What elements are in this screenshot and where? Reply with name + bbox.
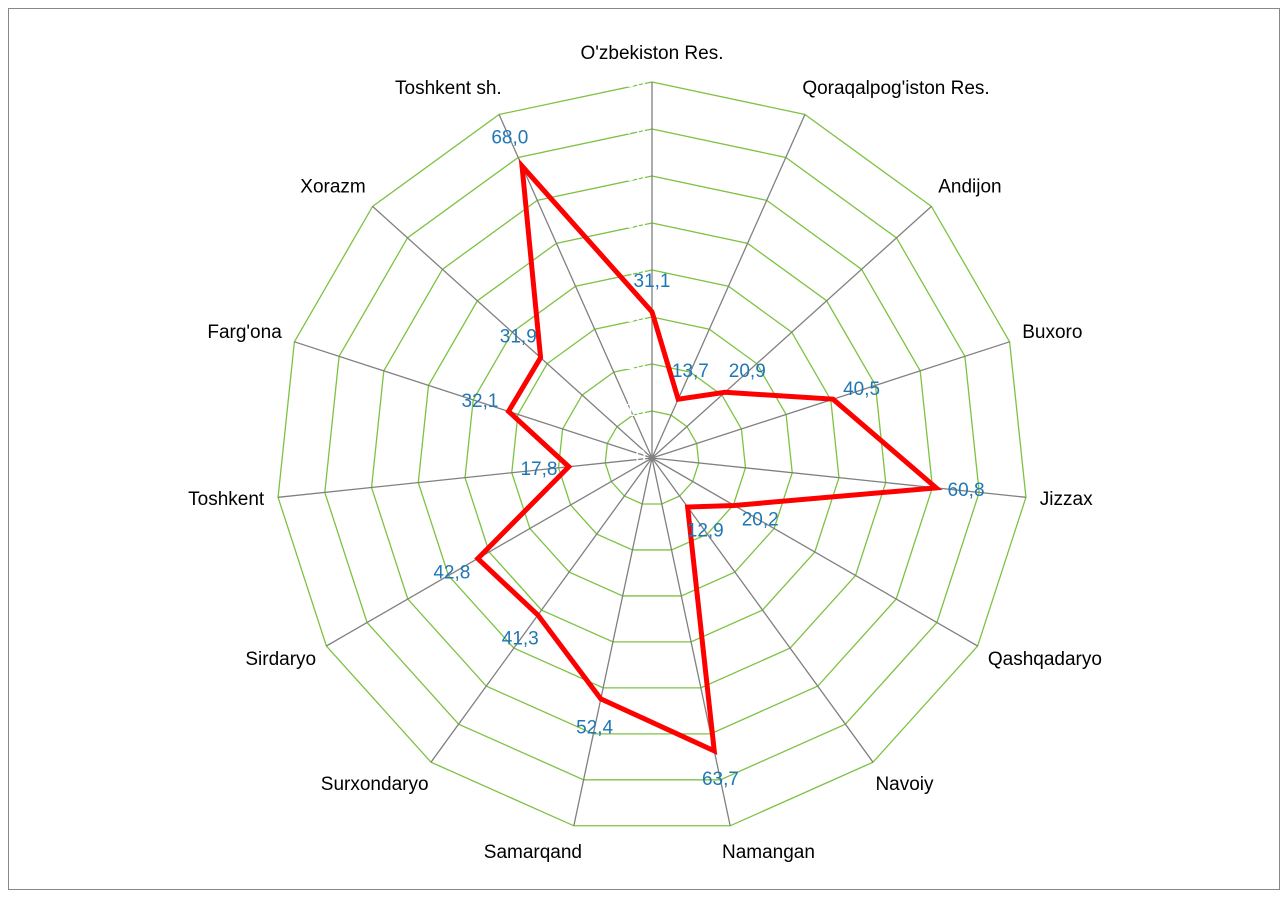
category-label: Toshkent sh. bbox=[395, 78, 502, 99]
spoke bbox=[326, 457, 653, 647]
category-label: Qoraqalpog'iston Res. bbox=[802, 78, 989, 99]
spoke bbox=[651, 457, 978, 647]
spoke bbox=[651, 205, 932, 459]
y-tick-label: 30 bbox=[625, 306, 646, 327]
data-label: 42,8 bbox=[433, 563, 470, 584]
data-label: 32,1 bbox=[461, 391, 498, 412]
category-label: Jizzax bbox=[1040, 489, 1093, 510]
category-label: Surxondaryo bbox=[321, 774, 429, 795]
category-label: O'zbekiston Res. bbox=[580, 43, 723, 64]
grid-ring bbox=[277, 81, 1027, 827]
category-label: Samarqand bbox=[484, 842, 582, 863]
spoke bbox=[294, 341, 653, 459]
grid-ring bbox=[464, 269, 840, 643]
grid-ring bbox=[370, 175, 934, 735]
category-label: Andijon bbox=[938, 177, 1001, 198]
data-label: 17,8 bbox=[520, 459, 557, 480]
grid-ring bbox=[511, 316, 793, 597]
spoke bbox=[651, 457, 1027, 498]
category-label: Navoiy bbox=[875, 774, 934, 795]
spoke bbox=[277, 457, 653, 498]
category-label: Xorazm bbox=[300, 177, 365, 198]
spoke bbox=[651, 457, 731, 826]
data-label: 52,4 bbox=[576, 717, 613, 738]
y-tick-label: 80 bbox=[625, 71, 646, 92]
y-tick-label: 70 bbox=[625, 118, 646, 139]
y-tick-label: 50 bbox=[625, 212, 646, 233]
category-label: Farg'ona bbox=[207, 322, 282, 343]
y-tick-label: 40 bbox=[625, 259, 646, 280]
data-label: 68,0 bbox=[491, 128, 528, 149]
data-label: 63,7 bbox=[702, 769, 739, 790]
spoke bbox=[372, 205, 653, 459]
data-label: 31,9 bbox=[500, 327, 537, 348]
category-label: Toshkent bbox=[188, 489, 265, 510]
grid-ring bbox=[604, 410, 700, 505]
data-label: 40,5 bbox=[843, 379, 880, 400]
data-label: 31,1 bbox=[634, 271, 671, 292]
grid-ring bbox=[557, 363, 747, 551]
category-label: Sirdaryo bbox=[245, 649, 316, 670]
y-tick-label: 0 bbox=[635, 447, 646, 468]
series-line bbox=[474, 158, 943, 755]
category-label: Qashqadaryo bbox=[988, 649, 1102, 670]
grid-ring bbox=[324, 128, 980, 781]
data-label: 13,7 bbox=[672, 361, 709, 382]
y-tick-label: 20 bbox=[625, 353, 646, 374]
spoke bbox=[573, 457, 653, 826]
chart-frame bbox=[8, 8, 1280, 890]
spoke bbox=[430, 457, 653, 763]
y-tick-label: 10 bbox=[625, 400, 646, 421]
category-label: Namangan bbox=[722, 842, 815, 863]
data-label: 41,3 bbox=[502, 628, 539, 649]
data-label: 20,9 bbox=[729, 361, 766, 382]
data-label: 60,8 bbox=[948, 480, 985, 501]
y-tick-label: 60 bbox=[625, 165, 646, 186]
data-label: 20,2 bbox=[742, 509, 779, 530]
data-label: 12,9 bbox=[687, 520, 724, 541]
grid-ring bbox=[417, 222, 887, 689]
category-label: Buxoro bbox=[1022, 322, 1082, 343]
